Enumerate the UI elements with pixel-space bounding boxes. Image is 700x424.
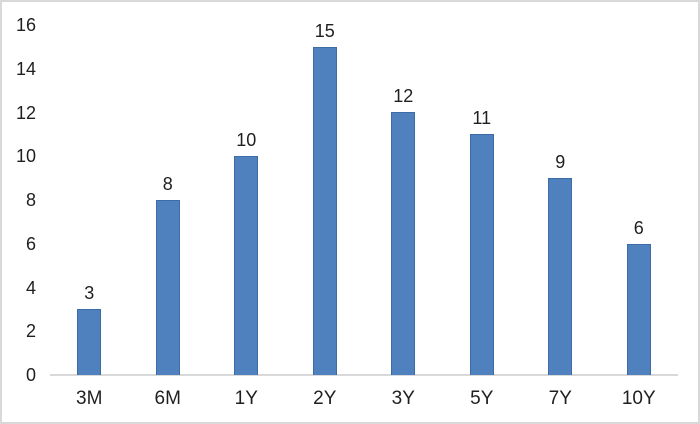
x-category-label: 10Y <box>621 388 656 409</box>
data-label: 6 <box>633 218 644 238</box>
bars: 3 8 10 15 12 11 9 6 <box>50 2 678 375</box>
bar-group: 8 <box>129 2 208 375</box>
data-label: 10 <box>236 130 257 150</box>
x-category-label: 3M <box>76 388 103 409</box>
bar <box>155 200 180 375</box>
bar-group: 9 <box>521 2 600 375</box>
y-tick-label: 14 <box>15 58 36 79</box>
x-category-label: 6M <box>154 388 181 409</box>
y-tick-label: 0 <box>25 365 36 385</box>
bar <box>469 134 494 375</box>
data-label: 12 <box>393 86 414 106</box>
y-tick-label: 12 <box>15 102 36 123</box>
bar <box>391 112 416 375</box>
data-label: 9 <box>555 152 566 172</box>
bar <box>312 47 337 375</box>
bar-group: 11 <box>443 2 522 375</box>
x-category-label: 1Y <box>234 388 258 409</box>
bar-group: 3 <box>50 2 129 375</box>
y-tick-label: 4 <box>25 277 36 298</box>
bar <box>77 309 102 375</box>
x-category-label: 7Y <box>548 388 572 409</box>
y-tick-label: 16 <box>15 15 36 35</box>
bar-group: 15 <box>286 2 365 375</box>
x-category-label: 2Y <box>313 388 337 409</box>
y-axis: 0 2 4 6 8 10 12 14 16 <box>2 2 36 422</box>
bar-group: 6 <box>600 2 679 375</box>
bar <box>234 156 259 375</box>
bar-group: 10 <box>207 2 286 375</box>
data-label: 3 <box>84 283 95 303</box>
x-axis-labels: 3M 6M 1Y 2Y 3Y 5Y 7Y 10Y <box>50 383 678 415</box>
y-tick-label: 8 <box>25 190 36 210</box>
bar <box>626 244 651 375</box>
y-tick-label: 10 <box>15 146 36 167</box>
y-tick-label: 2 <box>25 321 36 342</box>
bar <box>548 178 573 375</box>
bar-group: 12 <box>364 2 443 375</box>
data-label: 8 <box>162 174 173 194</box>
x-category-label: 3Y <box>391 388 415 409</box>
x-axis-line <box>50 374 678 376</box>
x-category-label: 5Y <box>470 388 494 409</box>
data-label: 11 <box>472 108 492 128</box>
data-label: 15 <box>314 21 335 41</box>
y-tick-label: 6 <box>25 233 36 254</box>
